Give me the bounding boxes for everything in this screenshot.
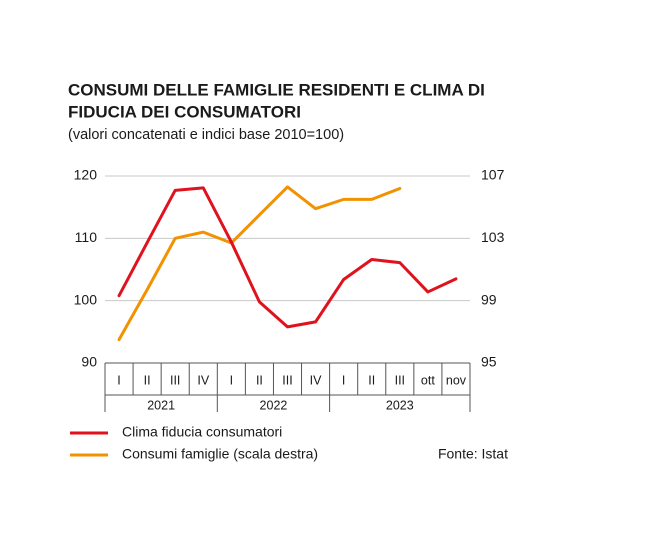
chart-subtitle: (valori concatenati e indici base 2010=1… <box>68 127 344 143</box>
y-tick-label: 110 <box>75 229 98 245</box>
y2-tick-label: 103 <box>481 229 505 245</box>
y-tick-label: 120 <box>74 167 98 183</box>
y-tick-label: 100 <box>74 291 98 307</box>
x-tick-label: II <box>368 373 375 387</box>
chart-title: CONSUMI DELLE FAMIGLIE RESIDENTI E CLIMA… <box>68 80 485 99</box>
chart-title: FIDUCIA DEI CONSUMATORI <box>68 102 301 121</box>
y2-tick-label: 99 <box>481 291 497 307</box>
y2-tick-label: 95 <box>481 354 497 370</box>
line-series <box>117 185 402 342</box>
legend-label: Clima fiducia consumatori <box>122 424 282 440</box>
x-tick-label: I <box>230 373 233 387</box>
group-label: 2021 <box>147 398 175 412</box>
group-label: 2023 <box>386 398 414 412</box>
x-tick-label: II <box>256 373 263 387</box>
x-tick-label: I <box>342 373 345 387</box>
x-tick-label: III <box>395 373 405 387</box>
group-label: 2022 <box>260 398 288 412</box>
x-tick-label: IV <box>197 373 209 387</box>
x-tick-label: nov <box>446 373 467 387</box>
x-tick-label: II <box>144 373 151 387</box>
source: Fonte: Istat <box>438 446 508 462</box>
y-tick-label: 90 <box>81 354 97 370</box>
x-tick-label: ott <box>421 373 435 387</box>
line-series <box>117 186 458 329</box>
x-tick-label: IV <box>310 373 322 387</box>
legend-label: Consumi famiglie (scala destra) <box>122 446 318 462</box>
x-tick-label: III <box>282 373 292 387</box>
x-tick-label: I <box>117 373 120 387</box>
x-tick-label: III <box>170 373 180 387</box>
y2-tick-label: 107 <box>481 167 505 183</box>
